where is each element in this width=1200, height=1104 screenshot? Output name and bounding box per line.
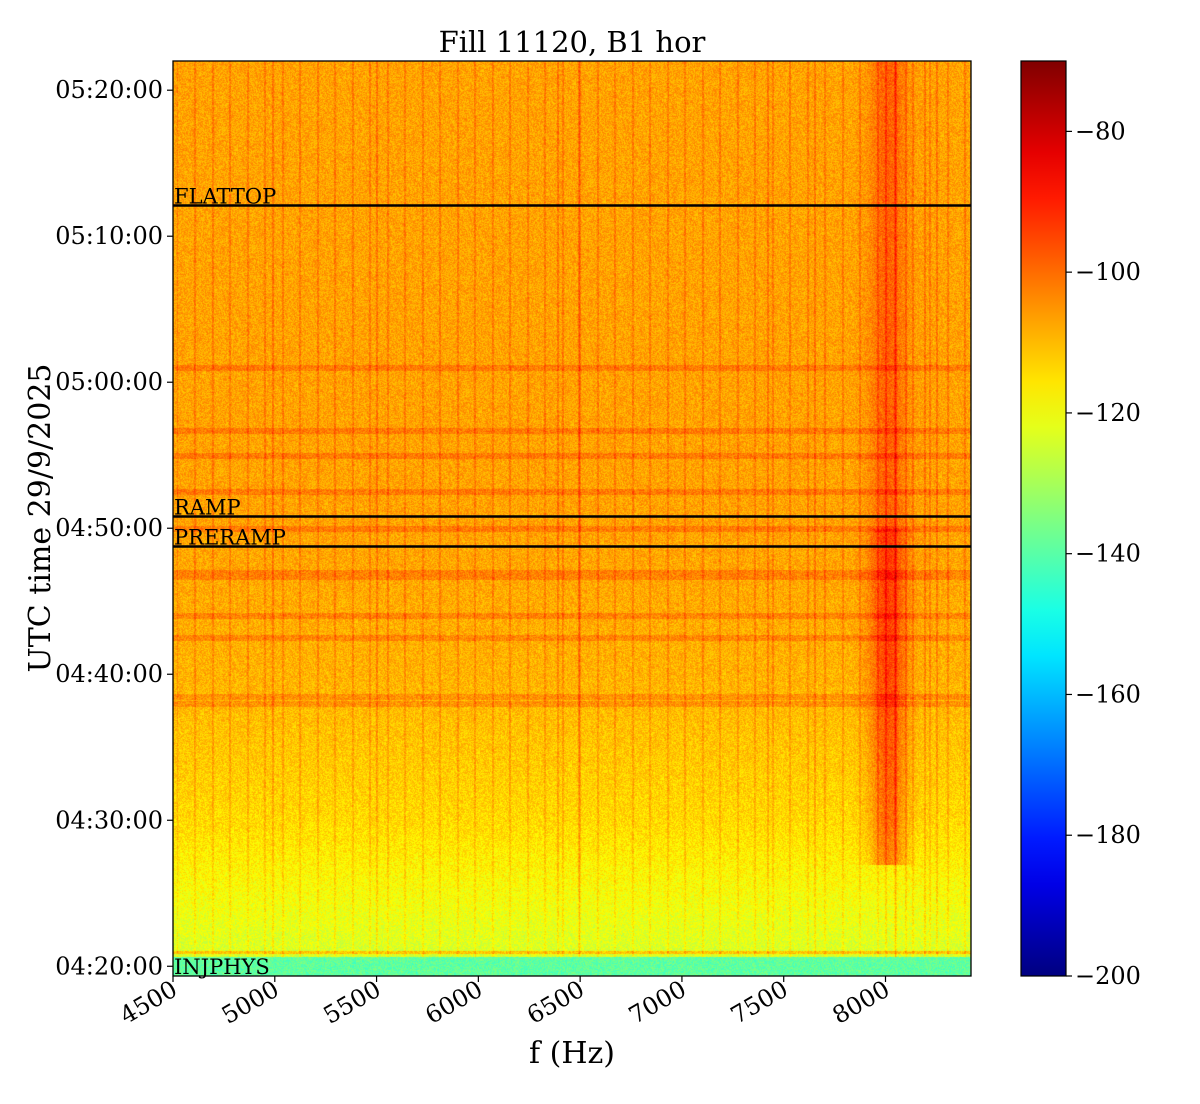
- x-tick-label: 8000: [828, 975, 895, 1030]
- phase-label: RAMP: [174, 496, 241, 520]
- y-tick-label: 05:00:00: [55, 368, 163, 396]
- colorbar-tick-label: −200: [1075, 962, 1141, 990]
- x-tick-label: 7500: [726, 975, 793, 1030]
- colorbar-tick-label: −100: [1075, 258, 1141, 286]
- colorbar-tick-label: −140: [1075, 540, 1141, 568]
- colorbar-tick-label: −80: [1075, 117, 1126, 145]
- phase-label: FLATTOP: [174, 185, 276, 209]
- y-tick-label: 04:30:00: [55, 806, 163, 834]
- y-tick-label: 05:20:00: [55, 76, 163, 104]
- x-tick-label: 4500: [115, 975, 182, 1030]
- plot-area: [172, 60, 972, 977]
- x-axis: 4500 5000 5500 6000 6500 7000 7500 8000: [115, 975, 894, 1030]
- spectrogram-image: [173, 61, 971, 976]
- x-tick-label: 7000: [624, 975, 691, 1030]
- x-axis-title: f (Hz): [529, 1036, 615, 1071]
- y-axis-title: UTC time 29/9/2025: [23, 364, 58, 673]
- y-tick-label: 04:50:00: [55, 514, 163, 542]
- x-tick-label: 6000: [420, 975, 487, 1030]
- x-tick-label: 6500: [522, 975, 589, 1030]
- colorbar-tick-label: −180: [1075, 821, 1141, 849]
- y-tick-label: 04:20:00: [55, 952, 163, 980]
- colorbar: −80 −100 −120 −140 −160 −180 −200: [1020, 60, 1141, 990]
- phase-label: PRERAMP: [174, 525, 286, 549]
- x-tick-label: 5500: [319, 975, 386, 1030]
- colorbar-gradient: [1020, 60, 1067, 977]
- y-axis: 04:20:00 04:30:00 04:40:00 04:50:00 05:00:00…: [55, 76, 173, 980]
- plot-frame: [172, 60, 972, 977]
- y-tick-label: 05:10:00: [55, 222, 163, 250]
- x-tick-label: 5000: [217, 975, 284, 1030]
- phase-label: INJPHYS: [174, 955, 270, 979]
- chart-title: Fill 11120, B1 hor: [439, 25, 706, 59]
- colorbar-tick-label: −160: [1075, 680, 1141, 708]
- colorbar-tick-label: −120: [1075, 399, 1141, 427]
- y-tick-label: 04:40:00: [55, 660, 163, 688]
- phase-markers: FLATTOP RAMP PRERAMP INJPHYS: [173, 185, 971, 979]
